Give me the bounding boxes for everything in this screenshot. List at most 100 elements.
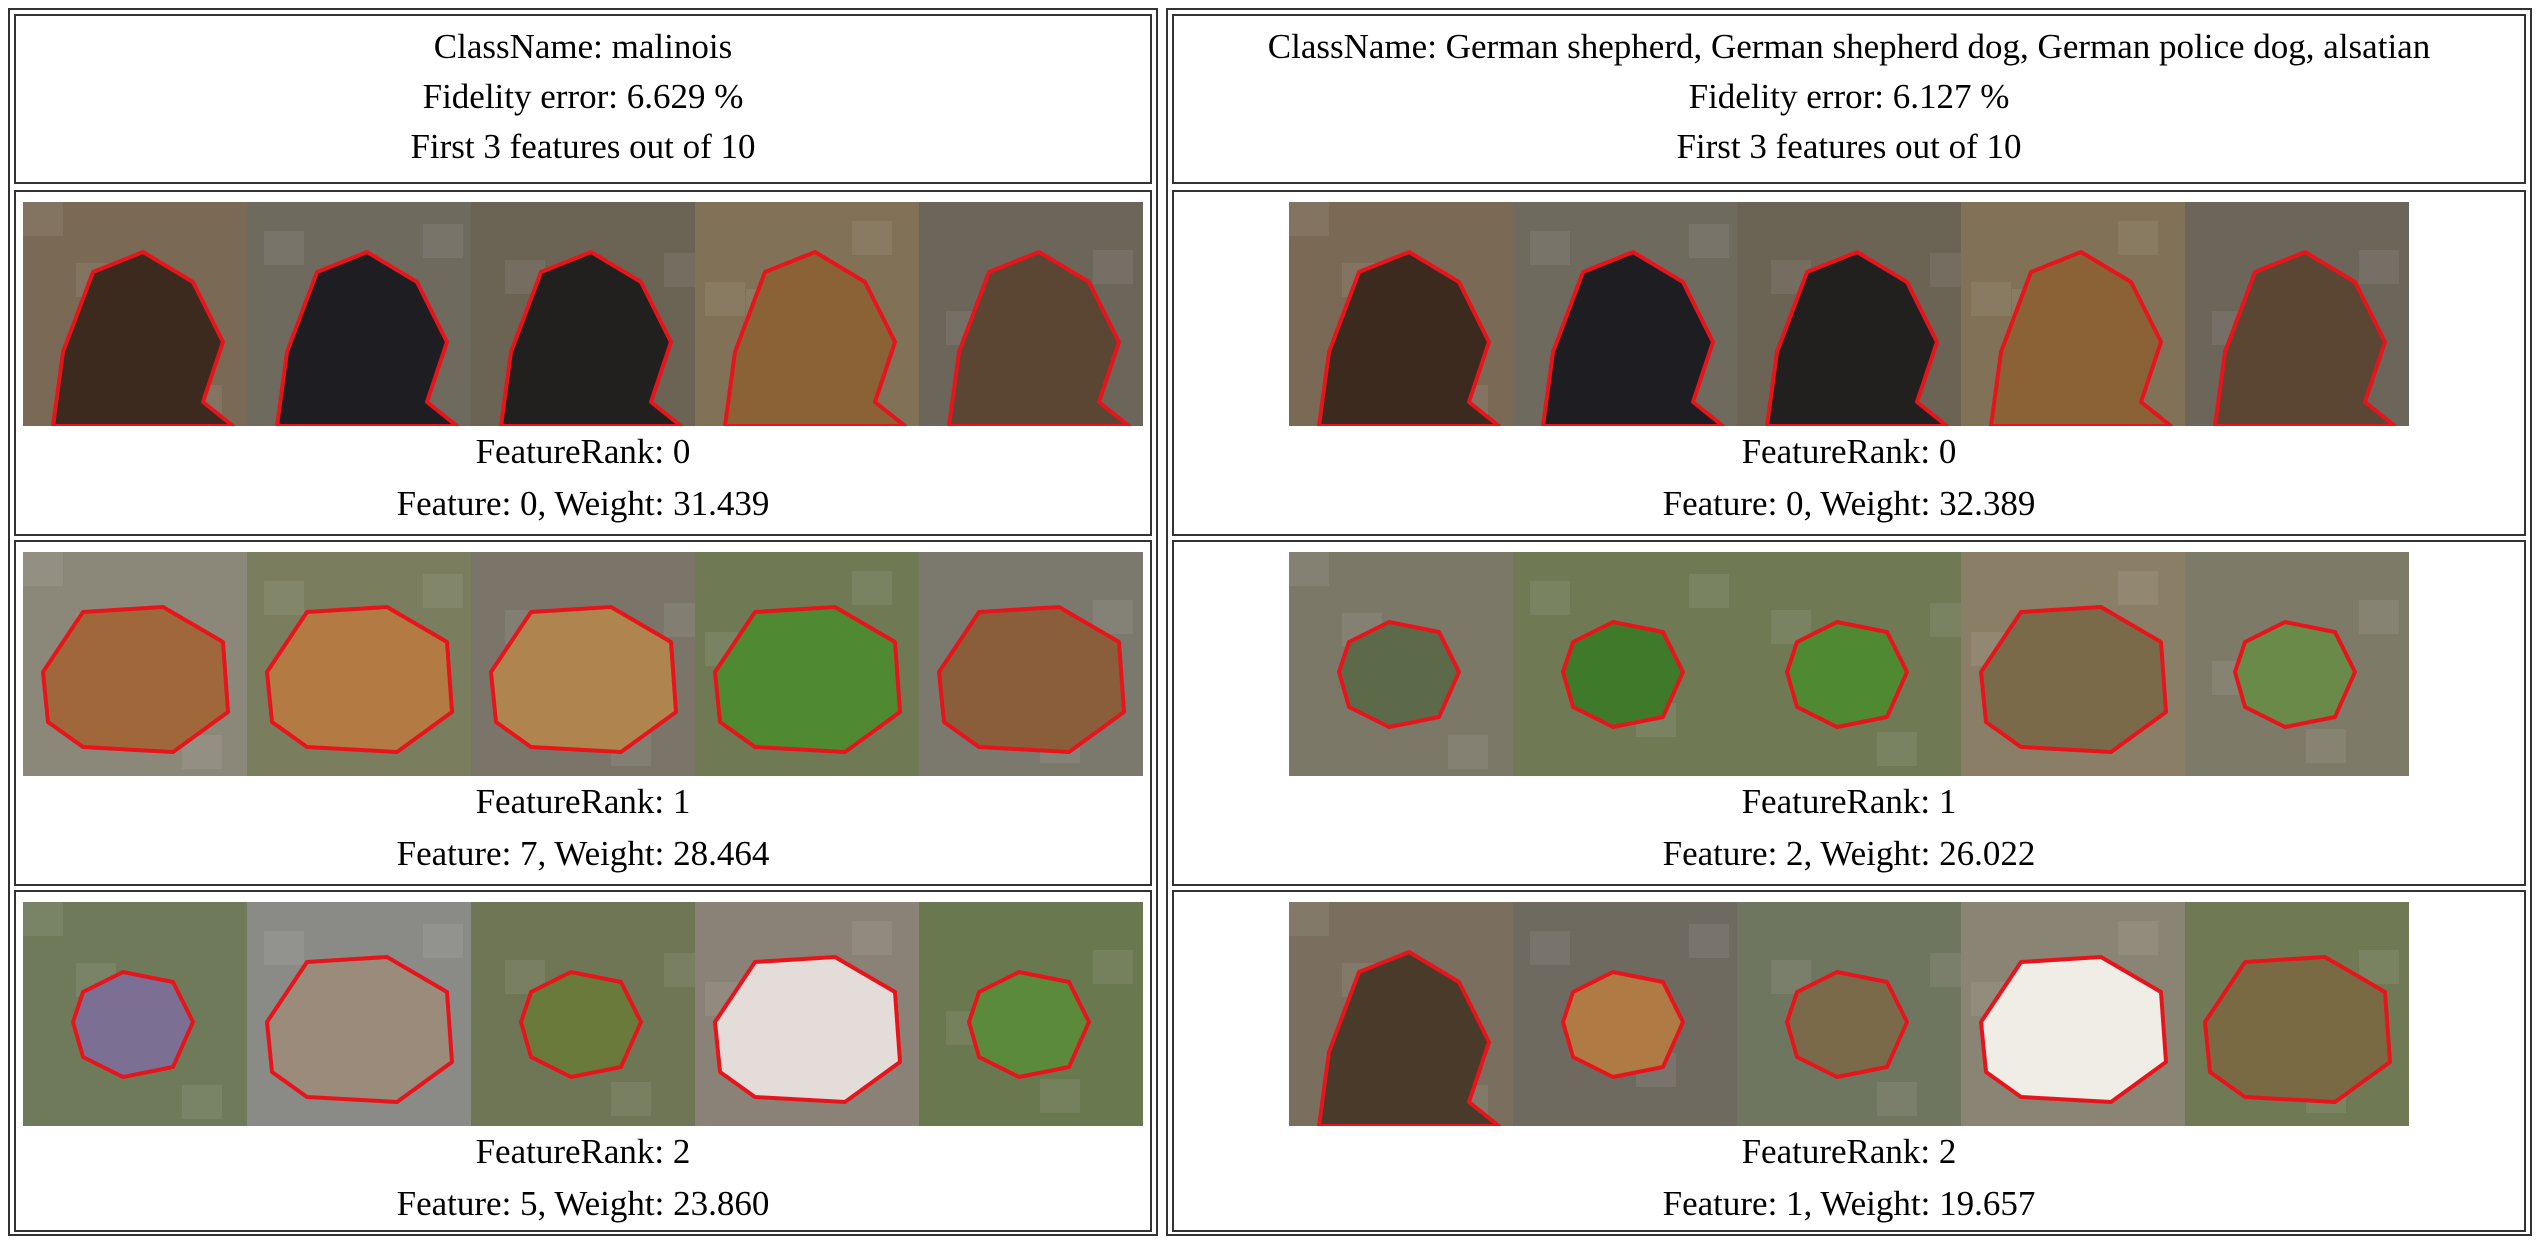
tile-texture xyxy=(2359,950,2399,984)
superpixel-region-outline xyxy=(937,605,1126,754)
feature-weight-label: Feature: 1, Weight: 19.657 xyxy=(1662,1184,2036,1223)
feature-image-tile xyxy=(919,902,1143,1126)
feature-weight-label: Feature: 7, Weight: 28.464 xyxy=(396,834,770,873)
superpixel-region-outline xyxy=(1785,970,1909,1079)
feature-weight-label: Feature: 0, Weight: 31.439 xyxy=(396,484,770,523)
tile-texture xyxy=(423,224,463,258)
superpixel-region-outline xyxy=(1979,955,2168,1104)
feature-rank-label: FeatureRank: 2 xyxy=(475,1132,691,1171)
superpixel-region-outline xyxy=(1337,620,1461,729)
feature-image-tile xyxy=(1513,552,1737,776)
tile-texture xyxy=(2118,571,2158,605)
feature-image-tile xyxy=(1289,202,1513,426)
feature-image-tile xyxy=(1289,902,1513,1126)
superpixel-region-outline xyxy=(967,970,1091,1079)
feature-row: FeatureRank: 2 Feature: 1, Weight: 19.65… xyxy=(1172,890,2526,1232)
feature-rank-label: FeatureRank: 1 xyxy=(1741,782,1957,821)
feature-weight-label: Feature: 5, Weight: 23.860 xyxy=(396,1184,770,1223)
tile-texture xyxy=(1930,953,1961,987)
superpixel-region-outline xyxy=(723,250,907,426)
superpixel-region-outline xyxy=(51,250,235,426)
tile-texture xyxy=(23,552,63,586)
tile-texture xyxy=(1093,600,1133,634)
feature-image-strip xyxy=(23,902,1143,1126)
feature-image-tile xyxy=(1961,902,2185,1126)
tile-texture xyxy=(1530,931,1570,965)
superpixel-region-outline xyxy=(275,250,459,426)
feature-row: FeatureRank: 0 Feature: 0, Weight: 31.43… xyxy=(14,190,1152,536)
feature-row: FeatureRank: 1 Feature: 7, Weight: 28.46… xyxy=(14,540,1152,886)
feature-image-tile xyxy=(247,552,471,776)
feature-image-tile xyxy=(1737,202,1961,426)
superpixel-region-outline xyxy=(41,605,230,754)
superpixel-region-outline xyxy=(2213,250,2397,426)
feature-rank-label: FeatureRank: 0 xyxy=(475,432,691,471)
tile-texture xyxy=(705,282,745,316)
tile-texture xyxy=(1689,924,1729,958)
tile-texture xyxy=(2118,221,2158,255)
superpixel-region-outline xyxy=(713,605,902,754)
tile-texture xyxy=(1971,282,2011,316)
tile-texture xyxy=(1289,902,1329,936)
panel-german-shepherd: ClassName: German shepherd, German sheph… xyxy=(1166,8,2532,1236)
tile-texture xyxy=(664,953,695,987)
tile-texture xyxy=(664,253,695,287)
tile-texture xyxy=(1689,224,1729,258)
feature-image-tile xyxy=(1737,902,1961,1126)
superpixel-region-outline xyxy=(499,250,683,426)
tile-texture xyxy=(1877,732,1917,766)
feature-image-strip xyxy=(1289,552,2409,776)
feature-image-tile xyxy=(2185,202,2409,426)
superpixel-region-outline xyxy=(1561,970,1685,1079)
feature-image-tile xyxy=(695,202,919,426)
feature-image-tile xyxy=(2185,902,2409,1126)
tile-texture xyxy=(423,574,463,608)
tile-texture xyxy=(2118,921,2158,955)
feature-image-tile xyxy=(1513,902,1737,1126)
tile-texture xyxy=(852,921,892,955)
superpixel-region-outline xyxy=(1765,250,1949,426)
feature-image-tile xyxy=(919,202,1143,426)
tile-texture xyxy=(1930,253,1961,287)
feature-image-strip xyxy=(23,202,1143,426)
tile-texture xyxy=(664,603,695,637)
class-name-label: ClassName: malinois xyxy=(433,27,733,66)
superpixel-region-outline xyxy=(1561,620,1685,729)
features-summary-label: First 3 features out of 10 xyxy=(410,127,756,166)
feature-image-tile xyxy=(2185,552,2409,776)
feature-image-tile xyxy=(1513,202,1737,426)
feature-row: FeatureRank: 0 Feature: 0, Weight: 32.38… xyxy=(1172,190,2526,536)
tile-texture xyxy=(852,571,892,605)
feature-image-tile xyxy=(1289,552,1513,776)
fidelity-error-label: Fidelity error: 6.629 % xyxy=(422,77,744,116)
tile-texture xyxy=(264,581,304,615)
superpixel-region-outline xyxy=(489,605,678,754)
tile-texture xyxy=(2359,600,2399,634)
feature-image-tile xyxy=(1961,202,2185,426)
panel-header: ClassName: malinois Fidelity error: 6.62… xyxy=(14,14,1152,184)
feature-rank-label: FeatureRank: 2 xyxy=(1741,1132,1957,1171)
tile-texture xyxy=(1689,574,1729,608)
tile-texture xyxy=(23,202,63,236)
tile-texture xyxy=(611,1082,651,1116)
feature-image-tile xyxy=(919,552,1143,776)
feature-image-tile xyxy=(471,552,695,776)
tile-texture xyxy=(1093,950,1133,984)
panel-header: ClassName: German shepherd, German sheph… xyxy=(1172,14,2526,184)
feature-image-strip xyxy=(1289,902,2409,1126)
tile-texture xyxy=(182,1085,222,1119)
tile-texture xyxy=(1877,1082,1917,1116)
superpixel-region-outline xyxy=(713,955,902,1104)
feature-image-tile xyxy=(247,202,471,426)
feature-image-tile xyxy=(471,902,695,1126)
feature-rank-label: FeatureRank: 1 xyxy=(475,782,691,821)
tile-texture xyxy=(1930,603,1961,637)
tile-texture xyxy=(1448,735,1488,769)
tile-texture xyxy=(23,902,63,936)
feature-image-tile xyxy=(471,202,695,426)
feature-image-tile xyxy=(23,552,247,776)
superpixel-region-outline xyxy=(71,970,195,1079)
tile-texture xyxy=(852,221,892,255)
feature-image-tile xyxy=(247,902,471,1126)
superpixel-region-outline xyxy=(1541,250,1725,426)
